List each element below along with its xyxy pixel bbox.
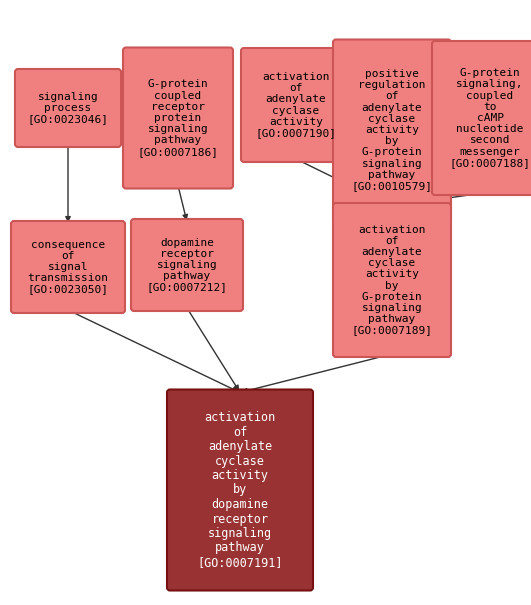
Text: G-protein
coupled
receptor
protein
signaling
pathway
[GO:0007186]: G-protein coupled receptor protein signa… — [138, 79, 218, 157]
Text: positive
regulation
of
adenylate
cyclase
activity
by
G-protein
signaling
pathway: positive regulation of adenylate cyclase… — [352, 69, 433, 191]
FancyBboxPatch shape — [241, 48, 351, 162]
FancyBboxPatch shape — [333, 39, 451, 220]
Text: consequence
of
signal
transmission
[GO:0023050]: consequence of signal transmission [GO:0… — [28, 240, 108, 295]
FancyBboxPatch shape — [131, 219, 243, 311]
FancyBboxPatch shape — [432, 41, 531, 195]
FancyBboxPatch shape — [15, 69, 121, 147]
FancyBboxPatch shape — [333, 203, 451, 357]
Text: G-protein
signaling,
coupled
to
cAMP
nucleotide
second
messenger
[GO:0007188]: G-protein signaling, coupled to cAMP nuc… — [450, 68, 530, 168]
FancyBboxPatch shape — [167, 390, 313, 590]
Text: signaling
process
[GO:0023046]: signaling process [GO:0023046] — [28, 92, 108, 124]
Text: activation
of
adenylate
cyclase
activity
[GO:0007190]: activation of adenylate cyclase activity… — [255, 72, 337, 138]
Text: activation
of
adenylate
cyclase
activity
by
dopamine
receptor
signaling
pathway
: activation of adenylate cyclase activity… — [197, 411, 282, 569]
FancyBboxPatch shape — [123, 48, 233, 189]
Text: activation
of
adenylate
cyclase
activity
by
G-protein
signaling
pathway
[GO:0007: activation of adenylate cyclase activity… — [352, 224, 433, 335]
FancyBboxPatch shape — [11, 221, 125, 313]
Text: dopamine
receptor
signaling
pathway
[GO:0007212]: dopamine receptor signaling pathway [GO:… — [147, 238, 227, 292]
